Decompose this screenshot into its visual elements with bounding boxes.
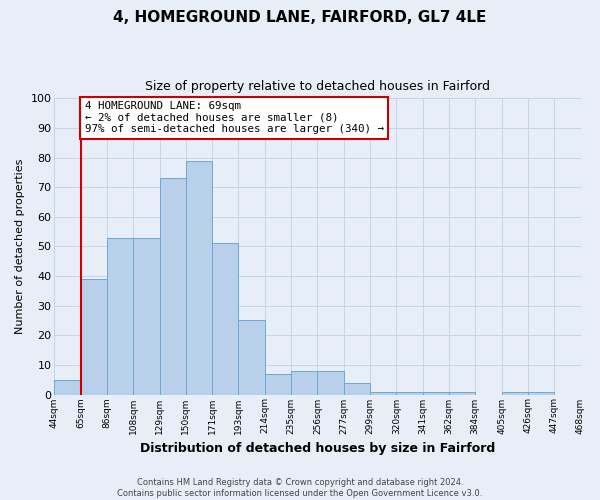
Text: 4, HOMEGROUND LANE, FAIRFORD, GL7 4LE: 4, HOMEGROUND LANE, FAIRFORD, GL7 4LE [113, 10, 487, 25]
Bar [160, 178, 186, 394]
Bar [238, 320, 265, 394]
Bar [212, 244, 238, 394]
Bar [344, 382, 370, 394]
Bar [80, 279, 107, 394]
Bar [186, 160, 212, 394]
Text: Contains HM Land Registry data © Crown copyright and database right 2024.
Contai: Contains HM Land Registry data © Crown c… [118, 478, 482, 498]
Bar [502, 392, 528, 394]
Y-axis label: Number of detached properties: Number of detached properties [15, 158, 25, 334]
Bar [370, 392, 397, 394]
Bar [107, 238, 133, 394]
Title: Size of property relative to detached houses in Fairford: Size of property relative to detached ho… [145, 80, 490, 93]
Bar [449, 392, 475, 394]
Bar [291, 371, 317, 394]
Bar [422, 392, 449, 394]
Bar [528, 392, 554, 394]
Bar [265, 374, 291, 394]
X-axis label: Distribution of detached houses by size in Fairford: Distribution of detached houses by size … [140, 442, 495, 455]
Bar [317, 371, 344, 394]
Bar [55, 380, 80, 394]
Bar [133, 238, 160, 394]
Bar [397, 392, 422, 394]
Text: 4 HOMEGROUND LANE: 69sqm
← 2% of detached houses are smaller (8)
97% of semi-det: 4 HOMEGROUND LANE: 69sqm ← 2% of detache… [85, 102, 383, 134]
